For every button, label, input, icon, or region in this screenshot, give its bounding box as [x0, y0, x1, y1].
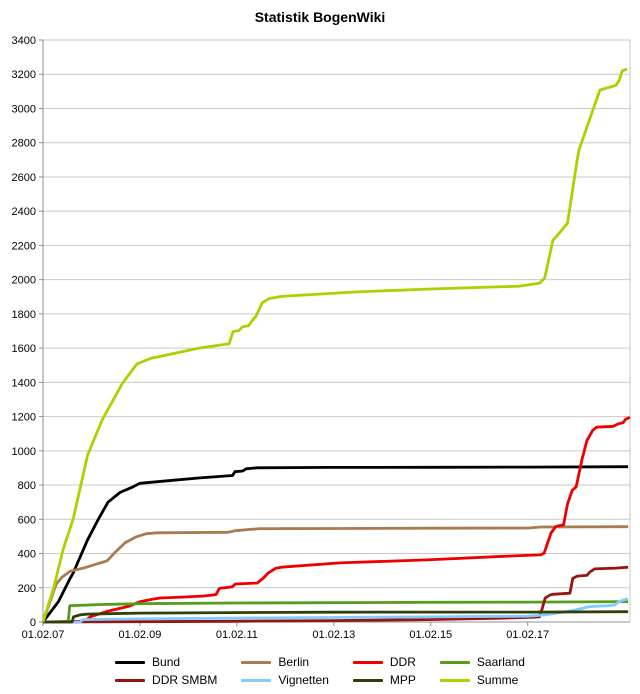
y-axis-label-3200: 3200	[12, 69, 36, 81]
y-axis-label-2000: 2000	[12, 275, 36, 287]
y-axis-label-3000: 3000	[12, 103, 36, 115]
legend-label-ddr-smbm: DDR SMBM	[152, 673, 218, 687]
series-lines	[41, 67, 631, 624]
series-line-vignetten	[43, 597, 629, 624]
chart-title: Statistik BogenWiki	[255, 9, 386, 25]
legend-item-bund: Bund	[115, 655, 180, 669]
x-axis-label: 01.02.15	[409, 629, 452, 641]
legend-swatch-ddr	[352, 660, 383, 664]
x-axis-label: 01.02.09	[119, 629, 162, 641]
series-line-bund	[41, 465, 629, 623]
y-axis-label-800: 800	[18, 480, 36, 492]
chart-legend: Bund Berlin DDR Saarland DDR SMBM Vignetten MP…	[0, 655, 640, 687]
y-axis-label-2600: 2600	[12, 172, 36, 184]
y-axis-label-1000: 1000	[12, 446, 36, 458]
series-line-saarland	[43, 600, 629, 624]
legend-item-mpp: MPP	[352, 673, 416, 687]
legend-label-bund: Bund	[152, 655, 181, 669]
y-axis-label-200: 200	[18, 583, 36, 595]
gridlines	[43, 39, 631, 622]
axes	[39, 39, 630, 626]
y-axis-label-400: 400	[18, 549, 36, 561]
legend-swatch-bund	[115, 660, 146, 664]
legend-label-summe: Summe	[476, 673, 519, 687]
legend-swatch-saarland	[439, 660, 470, 664]
series-line-berlin	[41, 525, 629, 623]
y-axis-label-600: 600	[18, 514, 36, 526]
y-axis-label-3400: 3400	[12, 35, 36, 47]
y-axis-label-1400: 1400	[12, 377, 36, 389]
axis-labels: 0 200 400 600 800 1000 1200 1400 1600 1800 2000 220…	[12, 35, 550, 641]
legend-swatch-ddr-smbm	[115, 678, 146, 682]
legend-item-ddr-smbm: DDR SMBM	[115, 673, 217, 687]
legend-item-summe: Summe	[439, 673, 519, 687]
y-axis-label-1200: 1200	[12, 412, 36, 424]
legend-label-vignetten: Vignetten	[278, 673, 329, 687]
series-line-ddr	[42, 416, 631, 624]
x-axis-label: 01.02.17	[506, 629, 549, 641]
series-line-ddr-smbm	[42, 565, 629, 624]
x-axis-label: 01.02.13	[312, 629, 355, 641]
series-line-mpp	[43, 610, 629, 624]
y-axis-label-2800: 2800	[12, 138, 36, 150]
series-line-summe	[41, 67, 628, 623]
legend-item-vignetten: Vignetten	[241, 673, 329, 687]
legend-swatch-berlin	[241, 660, 272, 664]
line-chart-canvas: 0 200 400 600 800 1000 1200 1400 1600 1800 2000 220…	[12, 9, 631, 641]
legend-item-berlin: Berlin	[241, 655, 309, 669]
x-axis-label: 01.02.11	[216, 629, 258, 641]
legend-label-berlin: Berlin	[278, 655, 310, 669]
legend-swatch-summe	[439, 678, 470, 682]
y-axis-label-1600: 1600	[12, 343, 36, 355]
y-axis-label-2200: 2200	[12, 240, 36, 252]
legend-label-ddr: DDR	[389, 655, 416, 669]
legend-label-mpp: MPP	[389, 673, 416, 687]
legend-swatch-vignetten	[241, 678, 272, 682]
legend-item-saarland: Saarland	[439, 655, 525, 669]
legend-swatch-mpp	[352, 678, 383, 682]
y-axis-label-2400: 2400	[12, 206, 36, 218]
y-axis-label-1800: 1800	[12, 309, 36, 321]
y-axis-label-0: 0	[30, 617, 36, 629]
x-axis-label: 01.02.07	[22, 629, 65, 641]
legend-label-saarland: Saarland	[476, 655, 525, 669]
legend-item-ddr: DDR	[352, 655, 416, 669]
